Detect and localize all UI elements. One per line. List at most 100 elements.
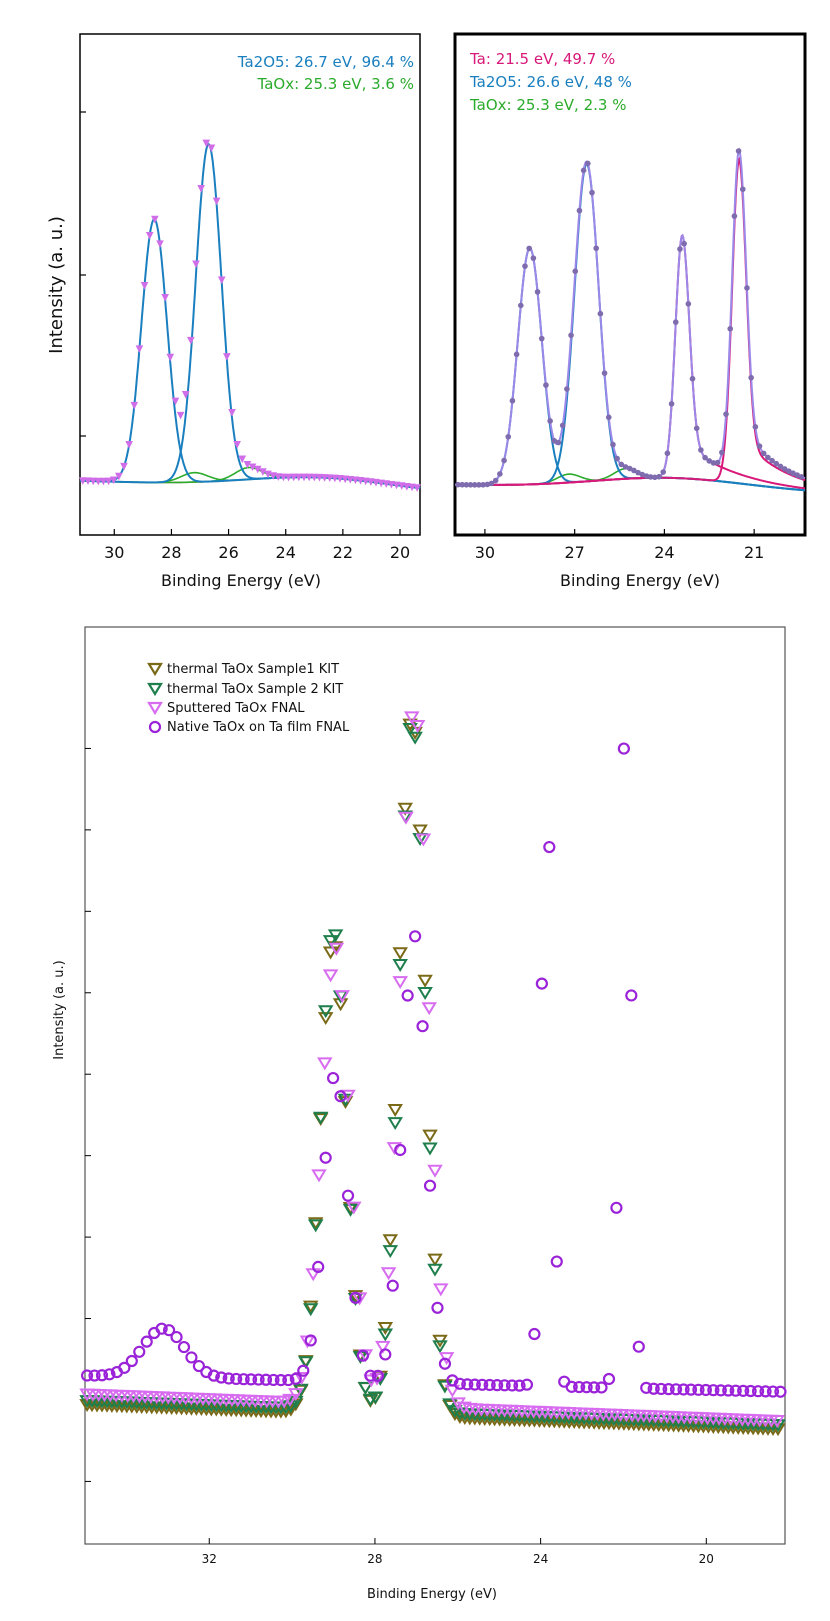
panel-c-y-axis-label: Intensity (a. u.) — [52, 960, 67, 1059]
panel-c-native-point — [297, 1364, 310, 1377]
panel-b-data-point — [781, 466, 788, 472]
panel-c-native-point — [677, 1383, 690, 1396]
panel-b-data-point — [652, 474, 658, 481]
panel-a-data-point — [300, 473, 308, 482]
panel-c-native-point — [267, 1373, 280, 1387]
panel-b-data-point — [488, 480, 495, 487]
panel-c-native-point — [371, 1369, 384, 1383]
panel-c-native-point — [655, 1382, 668, 1396]
panel-c-sample1-point — [387, 1104, 403, 1117]
panel-a-x-tick-label: 20 — [390, 543, 410, 562]
panel-a-y-ticks — [80, 111, 86, 437]
panel-c-sample2-point — [427, 1263, 443, 1277]
panel-c-sample2-point — [342, 1203, 359, 1217]
panel-a-data-point — [274, 473, 283, 481]
panel-a-data-point — [120, 462, 128, 471]
panel-a-data-point — [166, 353, 175, 362]
panel-c-plot-area — [79, 711, 787, 1437]
panel-c-sample2-point — [417, 987, 433, 1000]
panel-c-sample1-point — [377, 1322, 394, 1335]
panel-c-native-point — [244, 1373, 258, 1386]
panel-b-data-point — [589, 189, 595, 196]
panel-a-data-point — [79, 477, 87, 485]
panel-c-sputtered-point — [288, 1388, 304, 1402]
panel-b-data-point — [605, 414, 612, 421]
panel-b-data-point — [547, 418, 553, 424]
panel-c-native-point — [192, 1359, 206, 1373]
panel-b-data-point — [631, 467, 637, 474]
panel-a-data-point — [212, 197, 221, 206]
panel-a-data-point — [325, 474, 334, 482]
panel-c-sputtered-point — [282, 1393, 298, 1407]
legend-marker-olive-triangle — [147, 662, 163, 677]
panel-c-native-point — [640, 1381, 653, 1394]
panel-c-sample1-point — [392, 947, 408, 961]
panel-a-data-point — [248, 463, 257, 472]
legend-item-sample1: thermal TaOx Sample1 KIT — [147, 662, 339, 677]
panel-a-y-axis-label: Intensity (a. u.) — [46, 216, 67, 354]
panel-b-data-point — [769, 457, 775, 464]
panel-b-data-point — [702, 454, 708, 461]
panel-a-data-point — [315, 473, 324, 482]
panel-b-data-point — [614, 455, 620, 462]
panel-c-sputtered-point — [421, 1002, 437, 1016]
panel-a-data-point — [336, 475, 344, 483]
panel-c-sample2-point — [377, 1328, 394, 1342]
panel-c-native-point — [722, 1384, 735, 1397]
panel-c-native-point — [237, 1373, 250, 1386]
panel-a-data-point — [223, 353, 231, 361]
panel-c-sample2-point — [770, 1419, 786, 1433]
panel-b-data-point — [576, 207, 583, 214]
panel-c-x-tick-label: 28 — [367, 1552, 382, 1566]
panel-c-sample2-point — [387, 1117, 403, 1131]
panel-b-annotation-ta2o5: Ta2O5: 26.6 eV, 48 % — [469, 73, 632, 91]
panel-c-native-point — [252, 1373, 265, 1386]
panel-c-native-point — [334, 1090, 347, 1103]
panel-c-x-ticks: 32 28 24 20 — [202, 1538, 714, 1566]
panel-c-sample1-point — [417, 974, 433, 988]
panel-c-sputtered-point — [415, 833, 432, 847]
panel-c-native-point — [431, 1301, 444, 1314]
panel-c-native-point — [617, 742, 630, 755]
panel-b-x-tick-label: 24 — [654, 543, 674, 562]
panel-c-sample2-point — [402, 723, 418, 736]
panel-a-ta2o5-peak-2 — [79, 218, 421, 490]
panel-c-sputtered-point — [392, 976, 408, 990]
panel-c-native-point — [423, 1179, 437, 1192]
panel-c-native-point — [625, 989, 638, 1002]
panel-b-data-point — [484, 481, 491, 488]
panel-c-sputtered-point — [375, 1340, 391, 1354]
panel-c-sample1-point — [302, 1300, 319, 1314]
panel-c-native-point — [692, 1383, 705, 1396]
panel-c-x-tick-label: 24 — [533, 1552, 548, 1566]
panel-c-native-point — [774, 1385, 787, 1398]
panel-a-data-point — [135, 345, 144, 354]
panel-c-sample1-point — [422, 1129, 438, 1143]
panel-b-data-point — [601, 370, 608, 376]
panel-a-data-point — [197, 185, 205, 193]
panel-a-data-point — [295, 473, 303, 482]
panel-c-sputtered-point — [427, 1164, 443, 1178]
legend-label-sample2: thermal TaOx Sample 2 KIT — [167, 682, 343, 697]
panel-b-data-point — [501, 457, 507, 464]
panel-c-native-point — [118, 1361, 131, 1374]
panel-a-x-tick-label: 24 — [276, 543, 296, 562]
panel-a-data-point — [207, 144, 216, 153]
panel-c-native-point — [170, 1330, 183, 1344]
panel-b-data-point — [622, 464, 629, 470]
panel-b-data-point — [794, 472, 801, 478]
panel-b-data-point — [748, 374, 754, 381]
panel-a-data-point — [392, 481, 401, 490]
legend-item-sputtered: Sputtered TaOx FNAL — [147, 701, 305, 716]
panel-c-native-point — [476, 1378, 489, 1391]
legend-marker-pink-triangle — [147, 701, 163, 716]
panel-b-data-point — [526, 245, 532, 252]
panel-a-annotation-taox: TaOx: 25.3 eV, 3.6 % — [257, 75, 414, 93]
panel-c-native-point — [207, 1369, 220, 1382]
panel-b-data-point — [660, 469, 667, 475]
panel-a-data-point — [145, 232, 154, 240]
panel-c-native-point — [461, 1378, 474, 1391]
panel-a-data-point — [171, 397, 180, 406]
panel-c-native-point — [341, 1189, 355, 1202]
